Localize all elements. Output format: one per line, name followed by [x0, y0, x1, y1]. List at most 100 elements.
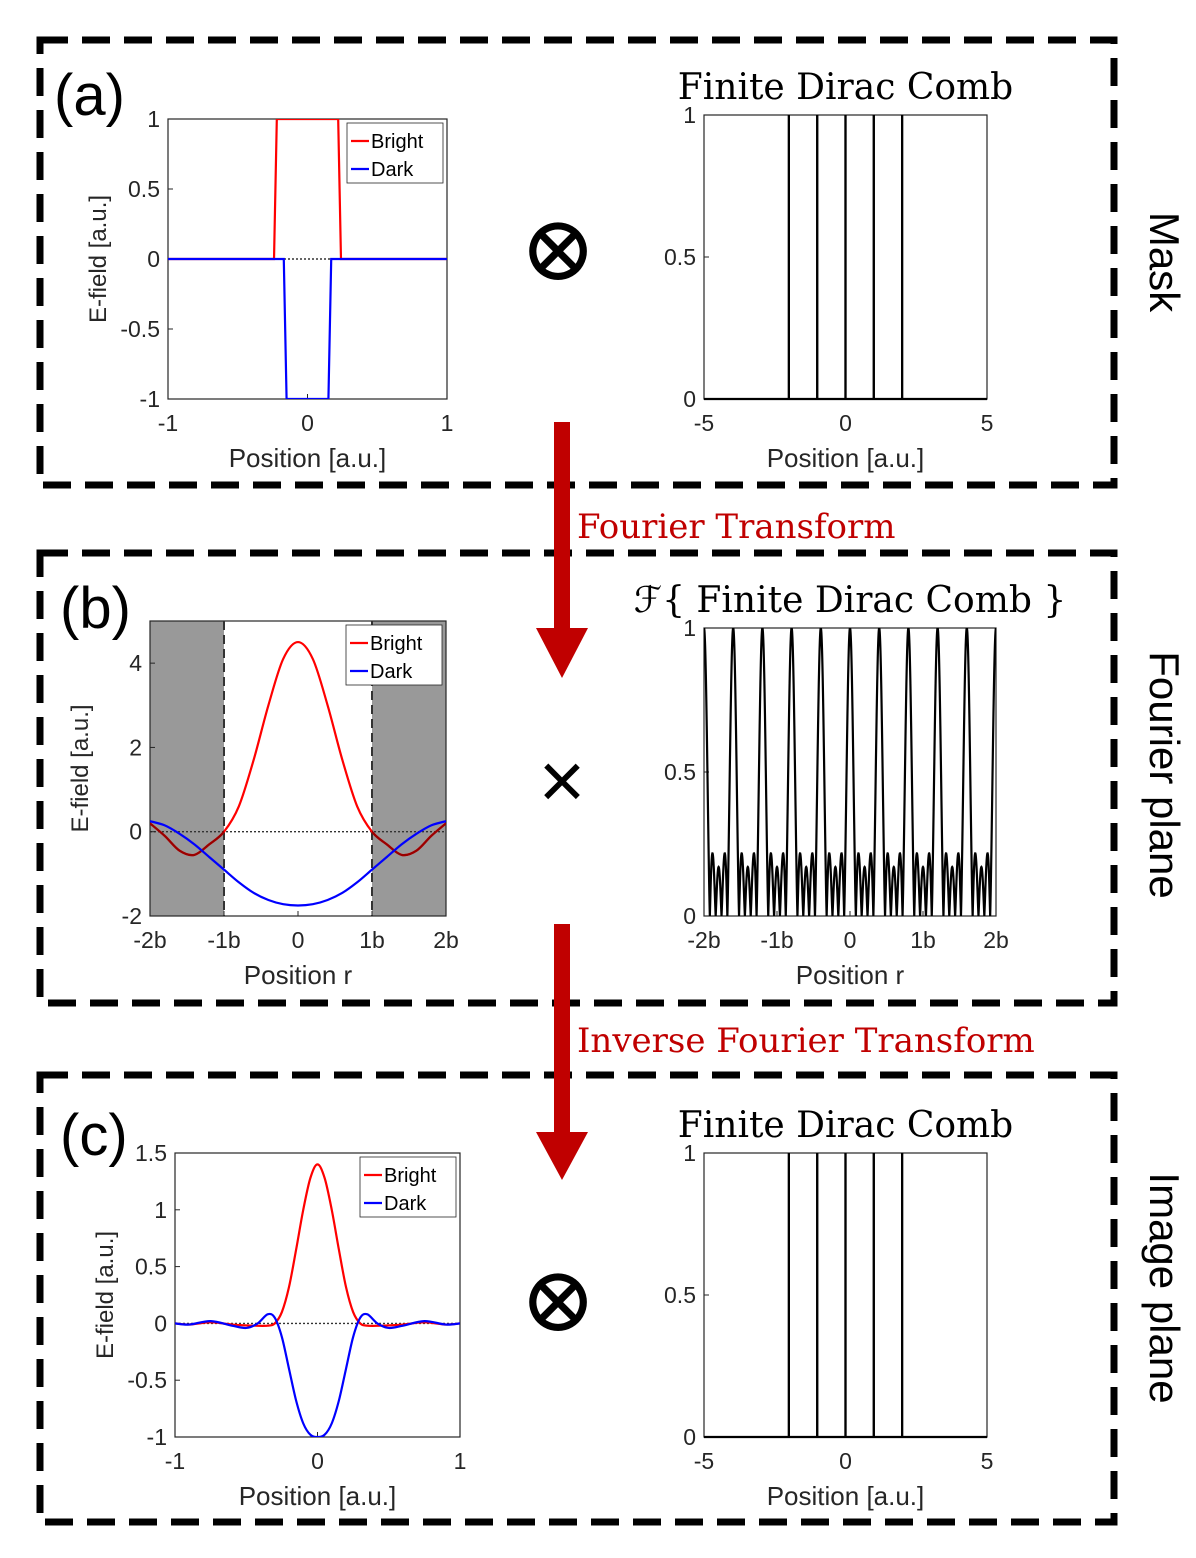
chart-a-comb-xtick-label: 0 [839, 410, 852, 436]
chart-a-efield-series-dark [168, 257, 447, 399]
panel-a-label: (a) [54, 63, 125, 128]
chart-b-efield-series-bright-outside [150, 822, 224, 857]
chart-c-efield-xlabel: Position [a.u.] [239, 1481, 397, 1511]
chart-a-comb-title: Finite Dirac Comb [678, 67, 1013, 108]
chart-b-efield-ytick-label: -2 [122, 903, 142, 929]
chart-a-efield-xtick-label: 0 [301, 410, 314, 436]
chart-b-fourier-comb: -2b -1b 0 1b 2b 0 0.5 1 Position r ℱ{ Finite Dira… [634, 580, 1066, 990]
chart-b-comb-xtick-label: 0 [844, 927, 857, 953]
chart-c-efield-xtick-label: 1 [454, 1448, 467, 1474]
chart-c-comb-title: Finite Dirac Comb [678, 1105, 1013, 1146]
chart-b-efield-shaded-region [150, 621, 224, 916]
fourier-transform-arrow [536, 422, 588, 678]
inverse-fourier-transform-label: Inverse Fourier Transform [577, 1021, 1035, 1061]
chart-a-efield-xlabel: Position [a.u.] [229, 443, 387, 473]
panel-a-frame [36, 36, 1118, 489]
chart-c-comb-ytick-label: 1 [683, 1140, 696, 1166]
chart-c-efield-xtick-label: 0 [311, 1448, 324, 1474]
chart-c-comb-xtick-label: -5 [694, 1448, 714, 1474]
chart-c-comb-ytick-label: 0.5 [664, 1282, 696, 1308]
chart-b-comb-ytick-label: 0.5 [664, 759, 696, 785]
chart-b-efield-xtick-label: 0 [292, 927, 305, 953]
chart-c-image-efield: -1 0 1 -1 -0.5 0 0.5 1 1.5 Position [a.u.] E-field… [92, 1140, 466, 1511]
chart-a-efield-ytick-label: -1 [140, 386, 160, 412]
chart-a-comb-ytick-label: 0.5 [664, 244, 696, 270]
chart-a-efield-ytick-label: 0.5 [128, 176, 160, 202]
chart-a-efield-xtick-label: -1 [158, 410, 178, 436]
operator-b: × [539, 736, 586, 825]
chart-b-comb-xtick-label: -1b [760, 927, 793, 953]
chart-c-efield-legend-box [359, 1156, 457, 1218]
chart-a-efield-ytick-label: 0 [147, 246, 160, 272]
chart-b-efield-xtick-label: -2b [133, 927, 166, 953]
chart-c-efield-ylabel: E-field [a.u.] [92, 1231, 119, 1359]
chart-b-comb-dirichlet-curve [704, 628, 996, 916]
chart-b-efield-legend: Bright Dark [345, 624, 443, 686]
chart-a-efield-xtick-label: 1 [441, 410, 454, 436]
chart-c-efield-ytick-label: 0.5 [135, 1254, 167, 1280]
chart-b-efield-xtick-label: -1b [207, 927, 240, 953]
chart-b-efield-xtick-label: 1b [359, 927, 385, 953]
chart-b-efield-ytick-label: 2 [129, 734, 142, 760]
panel-c-label: (c) [60, 1103, 128, 1168]
chart-c-efield-legend: Bright Dark [359, 1156, 457, 1218]
chart-b-efield-xtick-label: 2b [433, 927, 459, 953]
chart-b-comb-ytick-label: 0 [683, 903, 696, 929]
chart-a-efield-legend-box [346, 122, 444, 184]
chart-c-comb-xtick-label: 5 [981, 1448, 994, 1474]
chart-c-efield-ytick-label: -1 [147, 1424, 167, 1450]
chart-b-comb-xtick-label: 1b [910, 927, 936, 953]
chart-b-efield-legend-label: Bright [370, 633, 423, 655]
chart-c-efield-xtick-label: -1 [165, 1448, 185, 1474]
chart-a-comb-xtick-label: -5 [694, 410, 714, 436]
chart-a-efield-legend-label: Dark [371, 159, 414, 181]
chart-a-comb-xtick-label: 5 [981, 410, 994, 436]
chart-c-efield-legend-label: Dark [384, 1193, 427, 1215]
chart-c-efield-ytick-label: -0.5 [127, 1367, 167, 1393]
chart-c-efield-ytick-label: 1.5 [135, 1140, 167, 1166]
panel-c-frame [36, 1071, 1118, 1526]
chart-b-comb-title: ℱ{ Finite Dirac Comb } [634, 580, 1066, 621]
chart-c-efield-legend-label: Bright [384, 1165, 437, 1187]
chart-a-efield-ytick-label: 1 [147, 106, 160, 132]
side-label-fourier-plane: Fourier plane [1141, 651, 1188, 898]
chart-c-efield-ytick-label: 0 [154, 1310, 167, 1336]
chart-c-efield-ytick-label: 1 [154, 1197, 167, 1223]
operator-a: ⊗ [519, 195, 596, 302]
panel-b-label: (b) [60, 576, 131, 641]
chart-c-comb-ytick-label: 0 [683, 1424, 696, 1450]
chart-b-efield-legend-label: Dark [370, 661, 413, 683]
chart-b-efield-series-dark [150, 820, 446, 907]
inverse-fourier-transform-arrow [536, 924, 588, 1180]
chart-a-efield-ylabel: E-field [a.u.] [85, 195, 112, 323]
chart-c-comb-xlabel: Position [a.u.] [767, 1481, 925, 1511]
chart-b-comb-xlabel: Position r [796, 960, 905, 990]
chart-b-comb-xtick-label: -2b [687, 927, 720, 953]
chart-a-efield-ytick-label: -0.5 [120, 316, 160, 342]
fourier-transform-label: Fourier Transform [577, 507, 896, 547]
chart-a-comb-xlabel: Position [a.u.] [767, 443, 925, 473]
chart-a-comb-ytick-label: 0 [683, 386, 696, 412]
chart-b-fourier-efield: -2b -1b 0 1b 2b -2 0 2 4 Position r E-field [a.u.]… [67, 620, 459, 990]
chart-b-efield-series-bright-outside [372, 822, 446, 857]
chart-c-comb-xtick-label: 0 [839, 1448, 852, 1474]
operator-c: ⊗ [519, 1246, 596, 1353]
chart-b-efield-legend-box [345, 624, 443, 686]
chart-c-efield-series-dark [175, 1312, 460, 1437]
chart-a-efield-legend: Bright Dark [346, 122, 444, 184]
chart-b-comb-xtick-label: 2b [983, 927, 1009, 953]
chart-b-efield-xlabel: Position r [244, 960, 353, 990]
chart-b-efield-ylabel: E-field [a.u.] [67, 704, 94, 832]
chart-a-mask-efield: -1 0 1 -1 -0.5 0 0.5 1 Position [a.u.] E-field [a… [85, 106, 453, 473]
chart-a-efield-legend-label: Bright [371, 131, 424, 153]
chart-a-comb-ytick-label: 1 [683, 102, 696, 128]
chart-b-efield-ytick-label: 4 [129, 650, 142, 676]
side-label-image-plane: Image plane [1141, 1172, 1188, 1403]
side-label-mask: Mask [1141, 212, 1188, 313]
chart-b-efield-ytick-label: 0 [129, 819, 142, 845]
chart-b-comb-ytick-label: 1 [683, 615, 696, 641]
panel-b-frame [36, 549, 1118, 1007]
